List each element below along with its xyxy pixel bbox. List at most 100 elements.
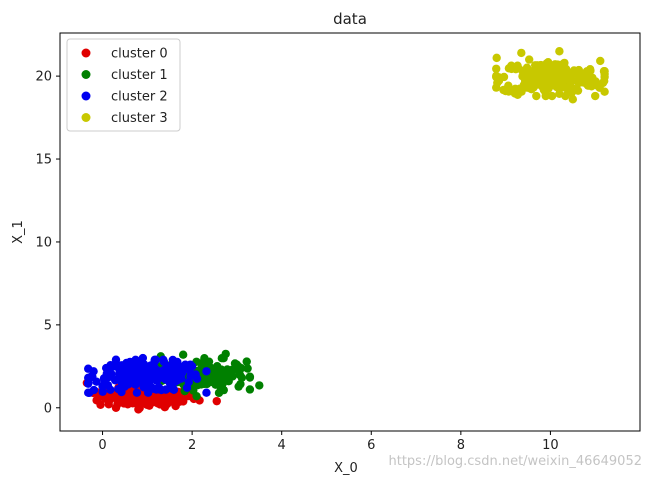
x-tick-label: 0: [98, 438, 106, 453]
data-point: [115, 397, 124, 406]
data-point: [595, 83, 604, 92]
data-point: [155, 368, 164, 377]
data-point: [98, 382, 107, 391]
data-point: [243, 364, 252, 373]
data-point: [123, 395, 132, 404]
data-point: [552, 65, 561, 75]
series-cluster-3: [492, 47, 609, 104]
data-point: [560, 58, 569, 68]
data-point: [576, 74, 586, 83]
legend-marker: [81, 91, 91, 101]
data-point: [214, 388, 224, 398]
data-point: [163, 361, 173, 371]
data-point: [232, 360, 242, 369]
legend-marker: [81, 48, 91, 58]
legend-label: cluster 1: [111, 68, 168, 83]
data-point: [561, 72, 570, 82]
data-point: [101, 363, 111, 373]
data-point: [228, 372, 237, 381]
data-point: [585, 65, 595, 74]
y-tick-label: 15: [35, 153, 52, 168]
y-tick-label: 0: [44, 401, 52, 416]
data-point: [571, 69, 580, 78]
data-point: [126, 374, 136, 384]
data-point: [591, 91, 600, 101]
data-point: [510, 89, 520, 98]
legend-label: cluster 0: [111, 47, 168, 62]
data-point: [568, 95, 578, 104]
data-point: [152, 376, 161, 385]
x-axis-ticks: 0 2 4 6 8 10: [98, 431, 559, 453]
legend-marker: [81, 70, 91, 79]
data-point: [89, 367, 98, 376]
data-point: [170, 398, 179, 408]
legend-marker: [81, 113, 91, 122]
data-point: [202, 388, 211, 397]
data-point: [234, 382, 243, 391]
legend: cluster 0 cluster 1 cluster 2 cluster 3: [66, 38, 181, 132]
data-point: [113, 375, 122, 384]
data-point: [132, 388, 142, 397]
data-point: [599, 67, 609, 76]
data-point: [242, 357, 251, 366]
y-axis-label: X_1: [11, 220, 26, 244]
y-axis-ticks: 0 5 10 15 20: [35, 70, 60, 416]
data-point: [161, 391, 171, 400]
data-point: [152, 385, 161, 394]
data-point: [92, 377, 101, 386]
data-point: [111, 355, 121, 364]
plot-area-frame: [59, 32, 641, 432]
data-point: [184, 377, 193, 387]
data-point: [532, 62, 542, 72]
data-point: [84, 379, 93, 388]
x-tick-label: 6: [367, 438, 375, 453]
y-tick-label: 20: [35, 70, 52, 85]
y-tick-label: 5: [44, 318, 52, 333]
x-tick-label: 10: [542, 438, 559, 453]
chart-title: data: [333, 10, 367, 28]
data-point: [84, 388, 94, 398]
data-point: [540, 83, 550, 93]
watermark-text: https://blog.csdn.net/weixin_46649052: [388, 454, 642, 469]
data-point: [501, 86, 510, 96]
data-point: [146, 361, 155, 370]
data-point: [555, 82, 564, 92]
data-point: [221, 349, 230, 359]
data-point: [161, 398, 170, 408]
data-point: [111, 403, 121, 412]
data-point: [555, 89, 564, 99]
data-point: [599, 76, 609, 86]
data-point: [532, 91, 541, 101]
legend-label: cluster 3: [111, 111, 168, 126]
legend-box: [66, 38, 181, 132]
data-point: [518, 66, 527, 76]
data-point: [540, 75, 550, 85]
x-tick-label: 8: [457, 438, 465, 453]
data-point: [591, 77, 600, 86]
data-point: [492, 71, 501, 81]
data-point: [212, 396, 221, 406]
data-point: [499, 72, 509, 82]
x-tick-label: 2: [188, 438, 196, 453]
data-point: [107, 369, 116, 379]
data-point: [192, 391, 201, 401]
data-point: [84, 373, 93, 383]
data-point: [133, 366, 142, 375]
data-point: [547, 81, 556, 90]
data-point: [245, 372, 255, 381]
data-point: [136, 375, 145, 385]
data-point: [255, 381, 264, 390]
series-cluster-2: [84, 353, 211, 398]
data-point: [138, 353, 148, 363]
data-point: [169, 385, 179, 394]
data-point: [154, 397, 163, 407]
legend-label: cluster 2: [111, 90, 168, 105]
data-point: [570, 84, 579, 94]
x-tick-label: 4: [278, 438, 286, 453]
data-point: [109, 392, 118, 401]
data-point: [547, 91, 557, 101]
x-axis-label: X_0: [334, 461, 358, 476]
data-point: [492, 53, 501, 63]
data-point: [145, 401, 154, 410]
